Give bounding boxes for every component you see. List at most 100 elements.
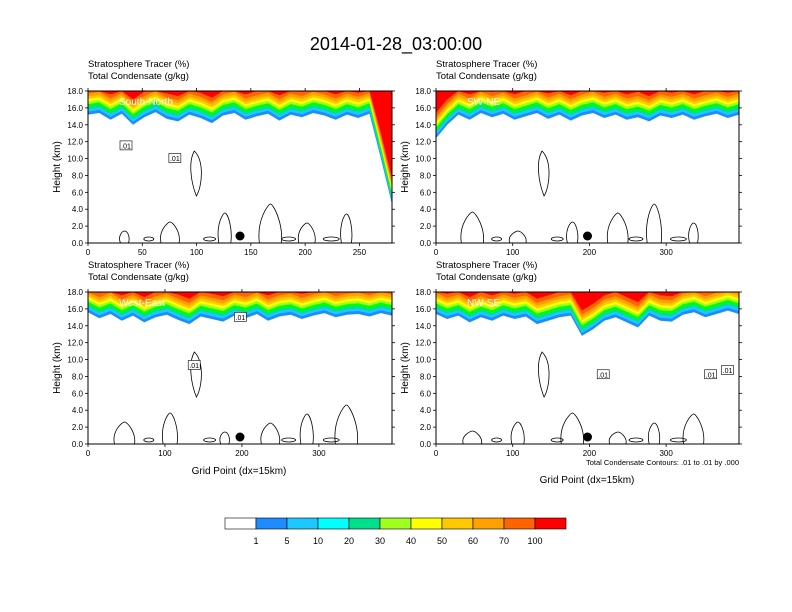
contour-line: [538, 150, 550, 197]
y-tick-label: 4.0: [72, 205, 84, 214]
x-tick-label: 300: [659, 248, 673, 257]
x-tick-label: 0: [434, 449, 439, 458]
y-tick-label: 2.0: [420, 222, 432, 231]
x-tick-label: 200: [298, 248, 312, 257]
panel-south-north: Stratosphere Tracer (%)Total Condensate …: [52, 59, 395, 257]
contour-line: [162, 412, 178, 444]
tracer-shading: [88, 91, 392, 205]
y-tick-label: 18.0: [415, 87, 431, 96]
contour-line: [550, 236, 564, 242]
contour-line: [460, 211, 484, 243]
colorbar-tick-label: 10: [313, 536, 323, 546]
y-tick-label: 4.0: [420, 406, 432, 415]
panel-nw-se: Stratosphere Tracer (%)Total Condensate …: [400, 260, 742, 458]
y-tick-label: 18.0: [415, 288, 431, 297]
condensate-contours: [460, 150, 699, 243]
x-tick-label: 200: [235, 449, 249, 458]
colorbar-tick-label: 50: [437, 536, 447, 546]
y-tick-label: 10.0: [415, 155, 431, 164]
tracer-shading: [436, 292, 739, 336]
tracer-band: [88, 91, 392, 189]
contour-line: [538, 351, 550, 398]
cross-section-label: West-East: [119, 298, 165, 309]
contour-label: .01: [704, 369, 717, 379]
contour-note: Total Condensate Contours: .01 to .01 by…: [586, 458, 739, 467]
colorbar-swatch: [379, 517, 412, 530]
colorbar-tick-label: 60: [468, 536, 478, 546]
field-label-tracer: Stratosphere Tracer (%): [436, 260, 537, 271]
x-tick-label: 100: [190, 248, 204, 257]
colorbar-swatch: [534, 517, 567, 530]
svg-text:.01: .01: [598, 372, 608, 379]
y-tick-label: 2.0: [72, 222, 84, 231]
tracer-shading: [88, 292, 392, 325]
contour-line: [260, 422, 281, 444]
tracer-band: [436, 91, 739, 113]
contour-line: [628, 437, 644, 443]
reference-point-marker: [583, 231, 592, 241]
svg-text:.01: .01: [170, 156, 180, 163]
colorbar-tick-label: 100: [527, 536, 542, 546]
field-label-condensate: Total Condensate (g/kg): [436, 272, 537, 283]
x-tick-label: 0: [86, 248, 91, 257]
x-tick-label: 300: [312, 449, 326, 458]
tracer-band: [436, 91, 739, 118]
y-tick-label: 12.0: [415, 339, 431, 348]
contour-line: [203, 236, 217, 242]
cross-section-label: NW-SE: [467, 298, 500, 309]
contour-line: [219, 431, 230, 444]
x-tick-label: 0: [434, 248, 439, 257]
field-label-condensate: Total Condensate (g/kg): [436, 71, 537, 82]
panel-sw-ne: Stratosphere Tracer (%)Total Condensate …: [400, 59, 742, 257]
contour-line: [688, 222, 699, 243]
svg-text:.01: .01: [706, 372, 716, 379]
x-tick-label: 200: [583, 449, 597, 458]
field-label-condensate: Total Condensate (g/kg): [88, 272, 189, 283]
contour-line: [113, 421, 136, 444]
contour-line: [160, 221, 180, 243]
y-axis-label: Height (km): [52, 342, 63, 394]
y-tick-label: 0.0: [72, 440, 84, 449]
contour-line: [566, 221, 579, 243]
y-tick-label: 4.0: [72, 406, 84, 415]
y-tick-label: 6.0: [420, 188, 432, 197]
svg-text:.01: .01: [723, 368, 733, 375]
x-tick-label: 0: [86, 449, 91, 458]
cross-section-label: South-North: [119, 97, 173, 108]
y-tick-label: 12.0: [415, 138, 431, 147]
contour-line: [217, 212, 232, 243]
contour-line: [560, 412, 584, 444]
y-tick-label: 6.0: [420, 389, 432, 398]
reference-point-marker: [235, 231, 245, 241]
y-tick-label: 8.0: [72, 372, 84, 381]
contour-line: [628, 236, 644, 242]
contour-line: [143, 437, 155, 443]
x-tick-label: 100: [506, 248, 520, 257]
y-tick-label: 8.0: [420, 171, 432, 180]
colorbar-tick-label: 5: [284, 536, 289, 546]
y-tick-label: 16.0: [415, 104, 431, 113]
condensate-contours: [462, 351, 705, 444]
colorbar-tick-label: 40: [406, 536, 416, 546]
contour-line: [510, 421, 525, 444]
plot-frame: [435, 90, 740, 244]
contour-line: [491, 236, 503, 242]
y-tick-label: 4.0: [420, 205, 432, 214]
y-tick-label: 14.0: [415, 322, 431, 331]
y-axis-label: Height (km): [52, 141, 63, 193]
y-tick-label: 0.0: [72, 239, 84, 248]
contour-line: [203, 437, 217, 443]
x-tick-label: 100: [158, 449, 172, 458]
y-axis-label: Height (km): [400, 141, 411, 193]
field-label-tracer: Stratosphere Tracer (%): [88, 260, 189, 271]
tracer-band: [436, 292, 739, 311]
colorbar-swatch: [348, 517, 381, 530]
colorbar-tick-label: 20: [344, 536, 354, 546]
main-title: 2014-01-28_03:00:00: [310, 34, 482, 55]
contour-line: [670, 437, 687, 443]
contour-line: [299, 413, 314, 444]
colorbar: 1 5 10 20 30 40 50 60 70 100: [224, 517, 567, 546]
contour-line: [508, 230, 527, 243]
colorbar-tick-label: 1: [253, 536, 258, 546]
